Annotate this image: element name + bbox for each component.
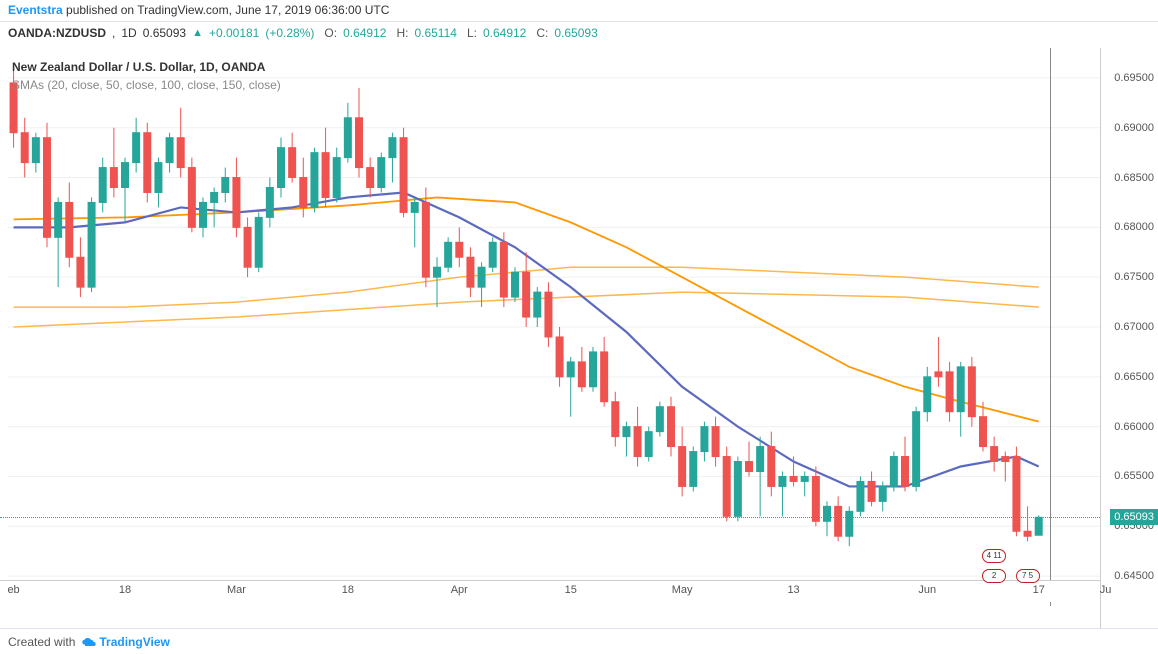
x-tick: May <box>672 584 693 596</box>
event-badge[interactable]: 2 <box>982 569 1006 583</box>
x-tick: 17 <box>1033 584 1045 596</box>
ohlc-bar: OANDA:NZDUSD, 1D 0.65093 ▲ +0.00181 (+0.… <box>0 22 1158 44</box>
candlestick-chart[interactable] <box>0 48 1158 628</box>
x-axis[interactable]: eb18Mar18Apr15May13Jun17Ju <box>0 580 1100 602</box>
event-badge[interactable]: 7 5 <box>1016 569 1040 583</box>
timeframe: 1D <box>121 26 136 40</box>
C-label: C: <box>536 26 548 40</box>
O-label: O: <box>324 26 337 40</box>
footer: Created with TradingView <box>0 628 1158 654</box>
x-tick: 13 <box>787 584 799 596</box>
publish-date: June 17, 2019 06:36:00 UTC <box>235 3 389 17</box>
cloud-icon <box>81 636 97 648</box>
C-value: 0.65093 <box>554 26 597 40</box>
publish-header: Eventstra published on TradingView.com, … <box>0 0 1158 22</box>
session-end-line <box>1050 48 1051 606</box>
author-name[interactable]: Eventstra <box>8 3 63 17</box>
y-tick: 0.68000 <box>1114 221 1154 233</box>
chart-title: New Zealand Dollar / U.S. Dollar, 1D, OA… <box>12 58 281 76</box>
y-tick: 0.66000 <box>1114 421 1154 433</box>
price-line <box>0 517 1100 518</box>
y-tick: 0.66500 <box>1114 371 1154 383</box>
chart-legend: New Zealand Dollar / U.S. Dollar, 1D, OA… <box>12 58 281 94</box>
x-tick: Jun <box>918 584 936 596</box>
y-axis[interactable]: 0.69500 0.69000 0.68500 0.68000 0.67500 0.670… <box>1100 48 1158 628</box>
x-tick: Apr <box>451 584 468 596</box>
x-tick: 18 <box>119 584 131 596</box>
change: +0.00181 <box>209 26 259 40</box>
L-label: L: <box>467 26 477 40</box>
event-badge[interactable]: 4 11 <box>982 549 1006 563</box>
x-tick: Ju <box>1100 584 1112 596</box>
sma-legend: SMAs (20, close, 50, close, 100, close, … <box>12 76 281 94</box>
arrow-up-icon: ▲ <box>192 27 203 39</box>
y-tick: 0.65500 <box>1114 470 1154 482</box>
published-text: published on TradingView.com, <box>63 3 236 17</box>
y-tick: 0.67000 <box>1114 321 1154 333</box>
O-value: 0.64912 <box>343 26 386 40</box>
x-tick: 18 <box>342 584 354 596</box>
y-tick: 0.68500 <box>1114 172 1154 184</box>
last-price: 0.65093 <box>143 26 186 40</box>
created-with-label: Created with <box>8 635 75 649</box>
brand-name: TradingView <box>99 635 169 649</box>
tradingview-logo[interactable]: TradingView <box>81 635 169 649</box>
y-tick: 0.69500 <box>1114 72 1154 84</box>
H-label: H: <box>396 26 408 40</box>
x-tick: Mar <box>227 584 246 596</box>
x-tick: eb <box>7 584 19 596</box>
chart-area[interactable]: 0.69500 0.69000 0.68500 0.68000 0.67500 0.670… <box>0 48 1158 628</box>
x-tick: 15 <box>565 584 577 596</box>
price-tag: 0.65093 <box>1110 509 1158 525</box>
y-tick: 0.67500 <box>1114 271 1154 283</box>
symbol[interactable]: OANDA:NZDUSD <box>8 26 106 40</box>
change-pct: (+0.28%) <box>265 26 314 40</box>
y-tick: 0.69000 <box>1114 122 1154 134</box>
L-value: 0.64912 <box>483 26 526 40</box>
y-tick: 0.64500 <box>1114 570 1154 582</box>
H-value: 0.65114 <box>414 26 457 40</box>
